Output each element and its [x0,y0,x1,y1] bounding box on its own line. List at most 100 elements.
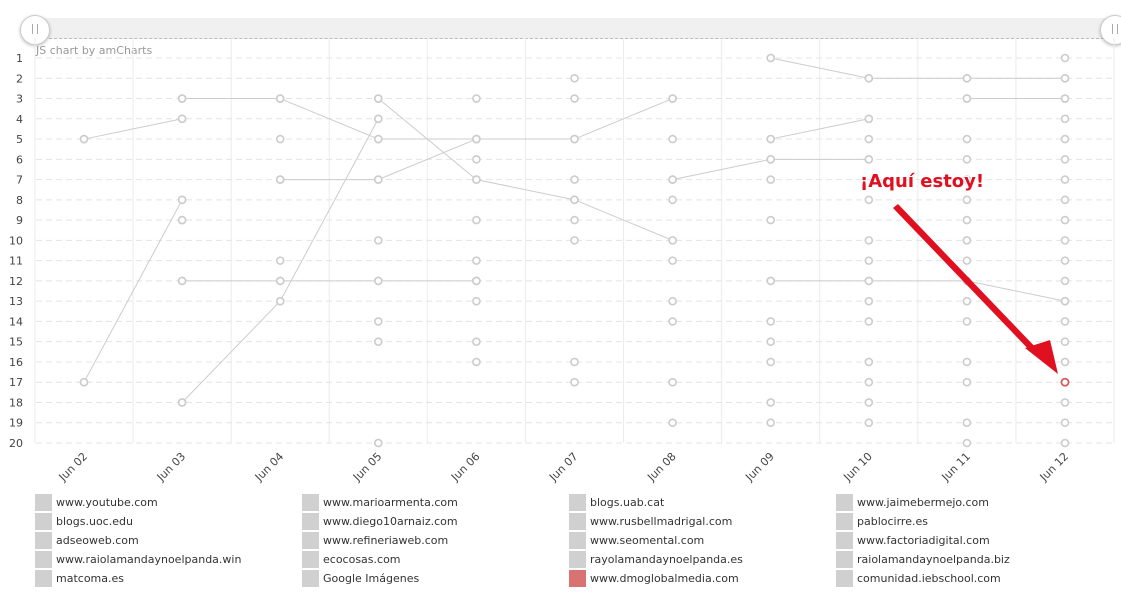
legend-item[interactable]: adseoweb.com [35,531,139,550]
series-point [1060,155,1070,164]
y-tick-label: 20 [9,437,23,450]
y-tick-label: 13 [9,295,23,308]
legend-label: rayolamandaynoelpanda.es [590,553,743,566]
legend-item[interactable]: pablocirre.es [836,512,928,531]
series-point [1060,53,1070,63]
legend-item[interactable]: rayolamandaynoelpanda.es [569,550,743,569]
legend-label: pablocirre.es [857,515,928,528]
legend-label: comunidad.iebschool.com [857,572,1001,585]
series-point [766,337,776,346]
series-point [570,175,579,184]
series-point [472,357,481,367]
series-point [373,114,383,124]
series-point [570,377,579,387]
legend-swatch [35,532,52,549]
series-point [864,155,874,164]
x-tick-label: Jun 03 [154,450,188,484]
legend-swatch [836,532,853,549]
legend-label: www.marioarmenta.com [323,496,458,509]
legend-item[interactable]: www.rusbellmadrigal.com [569,512,732,531]
legend-item[interactable]: matcoma.es [35,569,124,588]
series-point [472,134,481,144]
series-point [962,215,972,225]
series-point [962,73,972,83]
series-point [766,357,776,367]
series-point [373,236,383,245]
y-tick-label: 6 [16,153,23,166]
legend-item[interactable]: blogs.uab.cat [569,493,664,512]
legend-item[interactable]: comunidad.iebschool.com [836,569,1001,588]
series-point [177,215,187,225]
chart-credit[interactable]: JS chart by amCharts [36,44,153,57]
legend-item[interactable]: www.factoriadigital.com [836,531,990,550]
series-point [962,195,972,205]
legend-item[interactable]: www.jaimebermejo.com [836,493,989,512]
legend-label: www.factoriadigital.com [857,534,990,547]
legend-item[interactable]: www.youtube.com [35,493,158,512]
legend-swatch [569,570,586,587]
series-point [1060,256,1070,265]
series-point [472,94,481,103]
series-point [1060,114,1070,124]
legend-swatch [302,570,319,587]
series-point [864,276,874,286]
y-tick-label: 19 [9,417,23,430]
series-point [766,317,776,326]
series-point [1060,438,1070,448]
legend-item[interactable]: www.refineriaweb.com [302,531,448,550]
series-point [766,175,776,184]
series-point [275,276,285,286]
scrollbar-right-grip[interactable] [1100,15,1121,45]
legend-swatch [836,551,853,568]
series-point [962,357,972,367]
legend-label: www.youtube.com [56,496,158,509]
series-point [1060,175,1070,184]
series-point [373,438,383,448]
legend-item[interactable]: ecocosas.com [302,550,401,569]
series-point [668,134,677,144]
series-point [1060,73,1070,83]
series-point [962,155,972,164]
series-point-highlight [1060,377,1070,387]
legend-item[interactable]: www.diego10arnaiz.com [302,512,458,531]
x-tick-label: Jun 02 [56,450,90,484]
legend-swatch [836,570,853,587]
series-line [181,300,281,403]
x-tick-label: Jun 07 [546,450,580,484]
series-point [1060,296,1070,306]
series-point [668,377,677,387]
series-line [770,57,869,79]
series-point [472,175,481,184]
legend-swatch [836,513,853,530]
legend-item[interactable]: raiolamandaynoelpanda.biz [836,550,1010,569]
y-tick-label: 4 [16,113,23,126]
series-line [574,199,673,241]
legend-item[interactable]: www.raiolamandaynoelpanda.win [35,550,241,569]
legend-swatch [302,532,319,549]
legend-item[interactable]: Google Imágenes [302,569,419,588]
series-point [766,134,776,144]
y-tick-label: 17 [9,376,23,389]
legend-item[interactable]: www.dmoglobalmedia.com [569,569,739,588]
legend-item[interactable]: www.seomental.com [569,531,704,550]
chart-scrollbar[interactable] [34,18,1114,39]
legend-item[interactable]: blogs.uoc.edu [35,512,133,531]
y-tick-label: 16 [9,356,23,369]
series-point [1060,337,1070,346]
series-point [373,94,383,103]
legend-label: www.dmoglobalmedia.com [590,572,739,585]
legend-swatch [35,551,52,568]
series-point [668,317,677,326]
legend-swatch [35,570,52,587]
legend-swatch [35,513,52,530]
legend-label: www.raiolamandaynoelpanda.win [56,553,242,566]
legend-label: Google Imágenes [323,572,420,585]
legend-item[interactable]: www.marioarmenta.com [302,493,458,512]
series-point [1060,357,1070,367]
annotation-label: ¡Aquí estoy! [860,171,985,192]
series-point [177,94,187,103]
y-tick-label: 3 [16,93,23,106]
series-point [864,357,874,367]
series-point [1060,134,1070,144]
